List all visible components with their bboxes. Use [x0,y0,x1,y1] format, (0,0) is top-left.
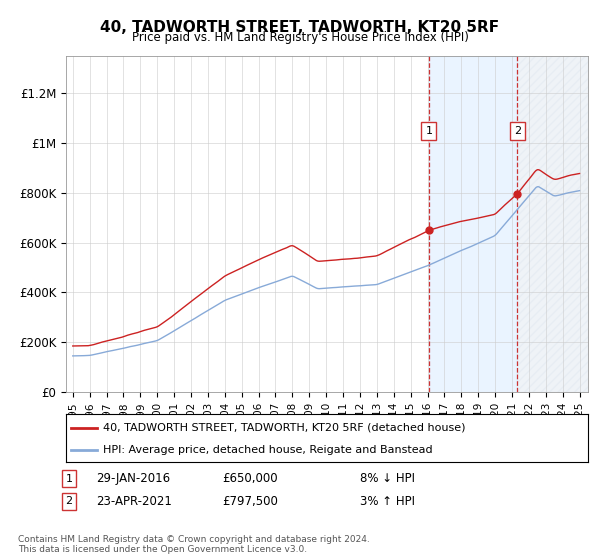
Text: 2: 2 [514,125,521,136]
Text: £797,500: £797,500 [222,494,278,508]
Text: 3% ↑ HPI: 3% ↑ HPI [360,494,415,508]
Text: 40, TADWORTH STREET, TADWORTH, KT20 5RF (detached house): 40, TADWORTH STREET, TADWORTH, KT20 5RF … [103,423,465,433]
Bar [429,56,517,392]
Text: Price paid vs. HM Land Registry's House Price Index (HPI): Price paid vs. HM Land Registry's House … [131,31,469,44]
Bar [517,56,588,392]
Text: 1: 1 [425,125,433,136]
Text: 8% ↓ HPI: 8% ↓ HPI [360,472,415,486]
Text: Contains HM Land Registry data © Crown copyright and database right 2024.
This d: Contains HM Land Registry data © Crown c… [18,535,370,554]
Text: 29-JAN-2016: 29-JAN-2016 [96,472,170,486]
Text: 23-APR-2021: 23-APR-2021 [96,494,172,508]
Text: 1: 1 [65,474,73,484]
Text: £650,000: £650,000 [222,472,278,486]
Text: 40, TADWORTH STREET, TADWORTH, KT20 5RF: 40, TADWORTH STREET, TADWORTH, KT20 5RF [100,20,500,35]
Text: HPI: Average price, detached house, Reigate and Banstead: HPI: Average price, detached house, Reig… [103,445,432,455]
Text: 2: 2 [65,496,73,506]
